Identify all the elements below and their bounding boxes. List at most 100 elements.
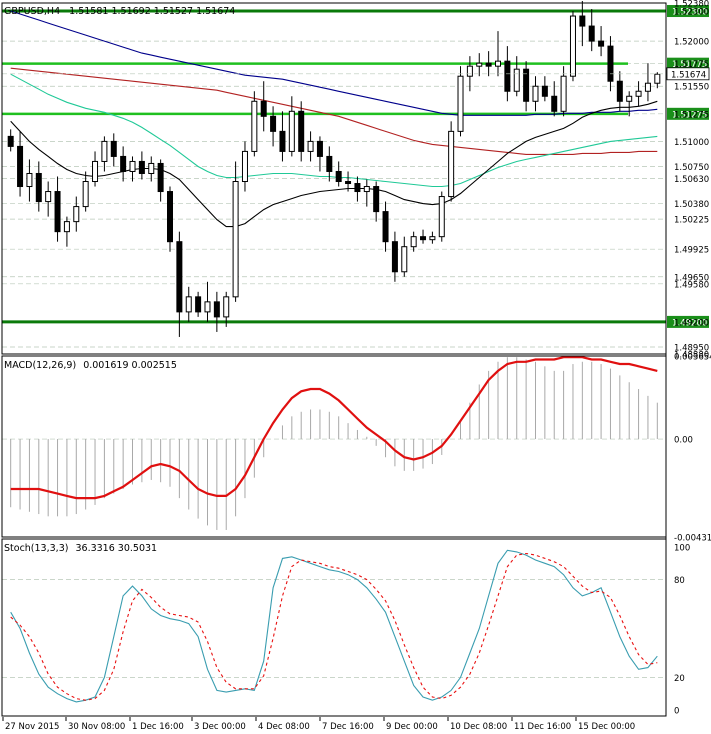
current-price-label: 1.51674 [671,70,706,80]
candle-body [92,160,99,183]
candle-body [598,40,605,47]
level-price-label: 1.51275 [672,110,707,120]
symbol-label: GBPUSD,H4 [4,6,60,17]
candle-body [176,241,183,313]
candle-body [457,75,464,132]
time-tick-label: 30 Nov 08:00 [68,722,125,732]
stoch-tick-label: 0 [674,707,679,717]
level-price-tag [667,107,709,120]
macd-signal-line [10,356,658,500]
time-tick-label: 3 Dec 00:00 [194,722,246,732]
price-tick-label: 1.50225 [674,216,709,226]
price-tick-label: 1.52000 [674,38,709,48]
macd-tick-label: -0.00431 [674,534,711,544]
candle-body [316,140,323,157]
candle-body [307,140,314,152]
stochastic-panel: 100 80 20 0 Stoch(13,3,3) 36.3316 30.5031 [2,543,690,717]
stochastic-grid [2,579,666,678]
candle-body [495,60,501,67]
candle-body [410,236,417,248]
candle-body [204,301,211,313]
macd-values: 0.001619 0.002515 [83,360,177,371]
candle-body [541,85,548,97]
time-tick-label: 27 Nov 2015 [5,722,59,732]
stoch-tick-label: 20 [674,674,685,684]
candle-body [167,191,173,243]
stoch-tick-label: 80 [674,576,685,586]
macd-tick-label: 0.00 [674,436,693,446]
candle-body [223,296,230,318]
price-tick-label: 1.50630 [674,175,709,185]
candle-body [63,221,70,233]
candle-body [54,191,61,233]
macd-header: MACD(12,26,9) 0.001619 0.002515 [4,360,177,371]
candle-body [654,73,661,84]
panel-frames [1,2,667,717]
time-tick-label: 15 Dec 00:00 [578,722,635,732]
candle-body [569,15,576,77]
stochastic-axis: 100 80 20 0 [674,544,690,717]
candle-body [391,241,398,273]
macd-axis: 0.003654 0.00 -0.00431 [674,353,711,544]
candle-body [532,85,539,102]
level-price-label: 1.52300 [672,8,707,18]
candle-body [466,65,473,77]
price-tick-label: 1.48950 [674,343,709,353]
stoch-tick-label: 100 [674,544,690,554]
price-tick-label: 1.49200 [674,318,709,328]
candle-body [438,196,445,238]
price-tick-label: 1.48880 [674,351,709,361]
price-tick-label: 1.50750 [674,163,709,173]
candle-body [213,301,220,318]
time-tick-label: 1 Dec 16:00 [132,722,184,732]
stoch-name: Stoch(13,3,3) [4,543,68,554]
candle-body [476,62,483,67]
candle-body [560,75,567,112]
candle-body [607,45,614,82]
candle-body [26,172,33,188]
candle-body [551,95,558,112]
moving-average-line [10,73,658,188]
stoch-values: 36.3316 30.5031 [75,543,157,554]
candle-body [523,68,530,102]
candle-body [288,110,295,152]
candle-body [82,181,89,208]
level-price-label: 1.49200 [672,318,707,328]
candle-body [420,236,427,241]
candle-body [120,155,127,172]
candle-body [17,145,24,188]
candle-body [401,246,408,273]
time-tick-label: 7 Dec 16:00 [322,722,374,732]
macd-panel: 0.003654 0.00 -0.00431 MACD(12,26,9) 0.001… [2,353,711,544]
candle-body [363,186,370,193]
candle-body [513,68,520,92]
candle-body [326,155,333,172]
candle-body [279,130,286,152]
stochastic-lines [10,549,658,703]
candle-body [45,191,52,203]
time-tick-label: 4 Dec 08:00 [258,722,310,732]
candle-body [588,25,595,42]
candle-body [354,183,361,193]
price-tick-label: 1.49650 [674,273,709,283]
candle-body [35,172,42,203]
price-tick-label: 1.52380 [674,0,709,10]
candle-body [626,95,633,102]
current-price-tag [666,67,710,81]
candle-body [195,296,202,313]
stochastic-line [10,552,658,701]
candle-body [373,186,380,213]
price-tick-label: 1.49925 [674,246,709,256]
level-price-tag [667,315,709,328]
candles [7,0,661,337]
candle-body [635,90,642,97]
price-tick-label: 1.50380 [674,200,709,210]
price-tick-label: 1.51775 [674,60,709,70]
candle-body [129,160,136,172]
stochastic-line [10,549,658,703]
candle-body [382,211,389,243]
